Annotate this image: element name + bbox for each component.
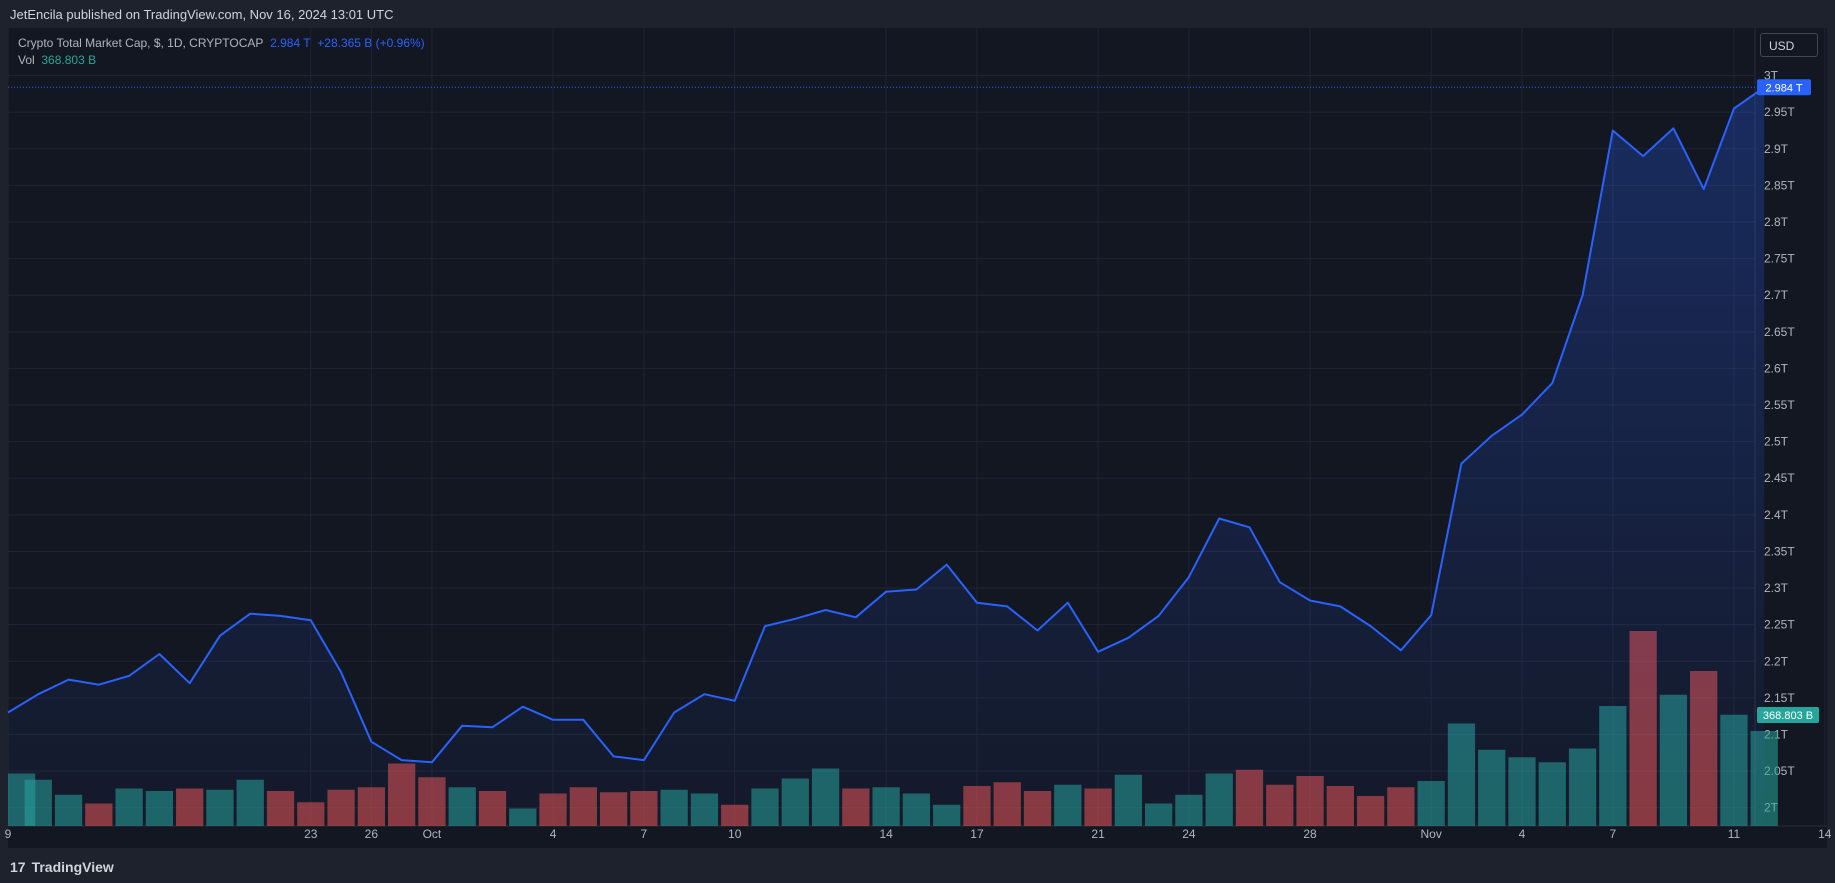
x-tick-label: 7 (641, 827, 648, 841)
y-tick-label: 2.7T (1764, 288, 1789, 302)
tradingview-brand[interactable]: 17 TradingView (10, 859, 114, 875)
last-volume-tag (1757, 707, 1819, 723)
publish-text: JetEncila published on TradingView.com, … (10, 7, 394, 22)
x-tick-label: Nov (1420, 827, 1441, 841)
y-tick-label: 2.9T (1764, 142, 1789, 156)
chart-legend: Crypto Total Market Cap, $, 1D, CRYPTOCA… (18, 35, 425, 69)
y-tick-label: 2.65T (1764, 325, 1795, 339)
currency-button[interactable]: USD (1760, 33, 1818, 57)
x-tick-label: 17 (970, 827, 984, 841)
price-area-fill (8, 87, 1765, 827)
x-tick-label: 21 (1091, 827, 1105, 841)
y-tick-label: 2.6T (1764, 361, 1789, 375)
y-tick-label: 2.3T (1764, 581, 1789, 595)
price-chart[interactable]: 2T2.05T2.1T2.15T2.2T2.25T2.3T2.35T2.4T2.… (0, 0, 1835, 848)
volume-label: Vol (18, 53, 35, 67)
y-tick-label: 2.95T (1764, 105, 1795, 119)
x-tick-label: 7 (1609, 827, 1616, 841)
brand-name: TradingView (31, 859, 114, 875)
last-volume-tag-label: 368.803 B (1763, 710, 1813, 722)
x-tick-label: 9 (5, 827, 12, 841)
tradingview-logo-icon: 17 (10, 859, 26, 875)
y-tick-label: 2.55T (1764, 398, 1795, 412)
x-tick-label: Oct (423, 827, 442, 841)
x-tick-label: 28 (1303, 827, 1317, 841)
price-line (7, 86, 1765, 764)
x-tick-label: 4 (550, 827, 557, 841)
volume-value: 368.803 B (41, 53, 97, 67)
y-tick-label: 2.25T (1764, 618, 1795, 632)
x-tick-label: 10 (728, 827, 742, 841)
symbol-label: Crypto Total Market Cap, $, 1D, CRYPTOCA… (18, 36, 264, 50)
y-tick-label: 2.35T (1764, 544, 1795, 558)
y-tick-label: 2.8T (1764, 215, 1789, 229)
x-tick-label: 4 (1519, 827, 1526, 841)
last-price-tag (1757, 79, 1811, 96)
x-tick-label: 14 (1818, 827, 1832, 841)
price-change-label: +28.365 B (+0.96%) (317, 36, 425, 50)
last-price-label: 2.984 T (270, 36, 311, 50)
y-tick-label: 2.15T (1764, 691, 1795, 705)
y-tick-label: 2.4T (1764, 508, 1789, 522)
y-tick-label: 2.45T (1764, 471, 1795, 485)
y-tick-label: 3T (1764, 69, 1779, 83)
x-tick-label: 11 (1728, 827, 1741, 841)
last-price-tag-label: 2.984 T (1765, 82, 1802, 94)
y-tick-label: 2.2T (1764, 654, 1789, 668)
y-tick-label: 2.85T (1764, 178, 1795, 192)
x-tick-label: 24 (1182, 827, 1196, 841)
x-tick-label: 26 (365, 827, 379, 841)
x-tick-label: 23 (304, 827, 318, 841)
publish-header: JetEncila published on TradingView.com, … (0, 0, 1835, 28)
y-tick-label: 2.5T (1764, 435, 1789, 449)
footer-bar (0, 848, 1835, 883)
y-tick-label: 2.75T (1764, 252, 1795, 266)
x-tick-label: 14 (879, 827, 893, 841)
